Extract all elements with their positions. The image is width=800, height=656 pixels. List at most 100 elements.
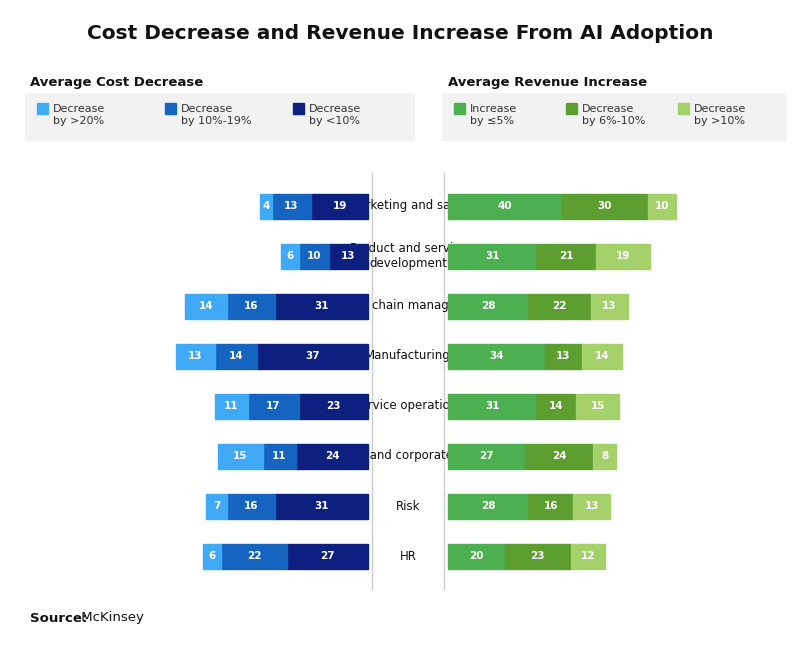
Bar xyxy=(590,293,627,319)
Text: 24: 24 xyxy=(552,451,566,461)
Text: Decrease
by 6%-10%: Decrease by 6%-10% xyxy=(582,104,646,127)
Bar xyxy=(275,493,368,518)
Text: Risk: Risk xyxy=(396,499,420,512)
Text: 4: 4 xyxy=(262,201,270,211)
Text: 6: 6 xyxy=(208,551,216,561)
Text: 13: 13 xyxy=(602,301,616,311)
Text: Marketing and sales: Marketing and sales xyxy=(349,199,467,213)
Bar xyxy=(448,194,562,218)
Text: Increase
by ≤5%: Increase by ≤5% xyxy=(470,104,518,127)
Text: 8: 8 xyxy=(601,451,608,461)
Bar xyxy=(185,293,227,319)
Bar xyxy=(596,243,650,268)
Text: 7: 7 xyxy=(213,501,220,511)
Bar xyxy=(206,493,227,518)
Bar xyxy=(448,493,528,518)
Text: Decrease
by >10%: Decrease by >10% xyxy=(694,104,746,127)
Text: 14: 14 xyxy=(229,351,243,361)
Bar xyxy=(311,194,368,218)
Bar xyxy=(215,394,248,419)
Bar xyxy=(448,544,505,569)
Text: 27: 27 xyxy=(479,451,494,461)
Text: 10: 10 xyxy=(306,251,322,261)
Text: Manufacturing: Manufacturing xyxy=(365,350,451,363)
Bar xyxy=(165,103,176,114)
Bar xyxy=(448,243,536,268)
Text: 11: 11 xyxy=(272,451,286,461)
Text: 23: 23 xyxy=(530,551,545,561)
Text: 15: 15 xyxy=(590,401,605,411)
Bar xyxy=(227,293,275,319)
Text: Average Revenue Increase: Average Revenue Increase xyxy=(448,76,647,89)
Bar xyxy=(566,103,577,114)
Bar xyxy=(576,394,619,419)
Bar xyxy=(176,344,215,369)
Text: HR: HR xyxy=(399,550,417,562)
Text: 21: 21 xyxy=(559,251,574,261)
Text: 34: 34 xyxy=(489,351,504,361)
Bar xyxy=(594,443,616,468)
Bar xyxy=(299,243,329,268)
Bar xyxy=(574,493,610,518)
Text: 20: 20 xyxy=(470,551,484,561)
Text: 13: 13 xyxy=(585,501,599,511)
Text: 10: 10 xyxy=(654,201,669,211)
Bar xyxy=(299,394,368,419)
Bar xyxy=(528,493,574,518)
Bar xyxy=(545,344,582,369)
Bar xyxy=(263,443,296,468)
Bar xyxy=(505,544,570,569)
Text: 31: 31 xyxy=(314,301,329,311)
Text: 30: 30 xyxy=(598,201,612,211)
Text: Decrease
by 10%-19%: Decrease by 10%-19% xyxy=(181,104,251,127)
Text: 13: 13 xyxy=(342,251,356,261)
Bar xyxy=(215,344,257,369)
Text: 15: 15 xyxy=(234,451,248,461)
Text: 24: 24 xyxy=(325,451,339,461)
Bar xyxy=(37,103,48,114)
Text: 22: 22 xyxy=(246,551,262,561)
Text: Product and service
development: Product and service development xyxy=(350,241,466,270)
Bar xyxy=(536,394,576,419)
Text: 22: 22 xyxy=(552,301,566,311)
Bar xyxy=(525,443,594,468)
Text: Decrease
by <10%: Decrease by <10% xyxy=(309,104,362,127)
Bar xyxy=(296,443,368,468)
Bar xyxy=(448,394,536,419)
Text: 23: 23 xyxy=(326,401,341,411)
Text: 6: 6 xyxy=(286,251,294,261)
Text: McKinsey: McKinsey xyxy=(77,611,144,625)
Text: 27: 27 xyxy=(320,551,335,561)
Bar xyxy=(570,544,605,569)
Text: 16: 16 xyxy=(244,301,258,311)
Text: 16: 16 xyxy=(543,501,558,511)
Text: 40: 40 xyxy=(498,201,512,211)
Text: 16: 16 xyxy=(244,501,258,511)
Bar xyxy=(536,243,596,268)
Bar xyxy=(227,493,275,518)
FancyBboxPatch shape xyxy=(442,93,787,141)
Bar xyxy=(221,544,287,569)
Bar xyxy=(647,194,676,218)
Text: 28: 28 xyxy=(481,501,495,511)
Text: 14: 14 xyxy=(549,401,564,411)
Text: 13: 13 xyxy=(284,201,298,211)
Text: Average Cost Decrease: Average Cost Decrease xyxy=(30,76,203,89)
FancyBboxPatch shape xyxy=(25,93,415,141)
Bar xyxy=(454,103,465,114)
Text: 14: 14 xyxy=(198,301,214,311)
Text: 31: 31 xyxy=(485,251,499,261)
Bar xyxy=(582,344,622,369)
Bar xyxy=(448,293,528,319)
Text: 28: 28 xyxy=(481,301,495,311)
Text: 31: 31 xyxy=(485,401,499,411)
Text: 11: 11 xyxy=(224,401,238,411)
Bar xyxy=(562,194,647,218)
Bar xyxy=(248,394,299,419)
Bar xyxy=(203,544,221,569)
Text: Supply chain management: Supply chain management xyxy=(329,300,487,312)
Bar xyxy=(448,344,545,369)
Text: 14: 14 xyxy=(594,351,610,361)
Bar xyxy=(218,443,263,468)
Bar xyxy=(293,103,304,114)
